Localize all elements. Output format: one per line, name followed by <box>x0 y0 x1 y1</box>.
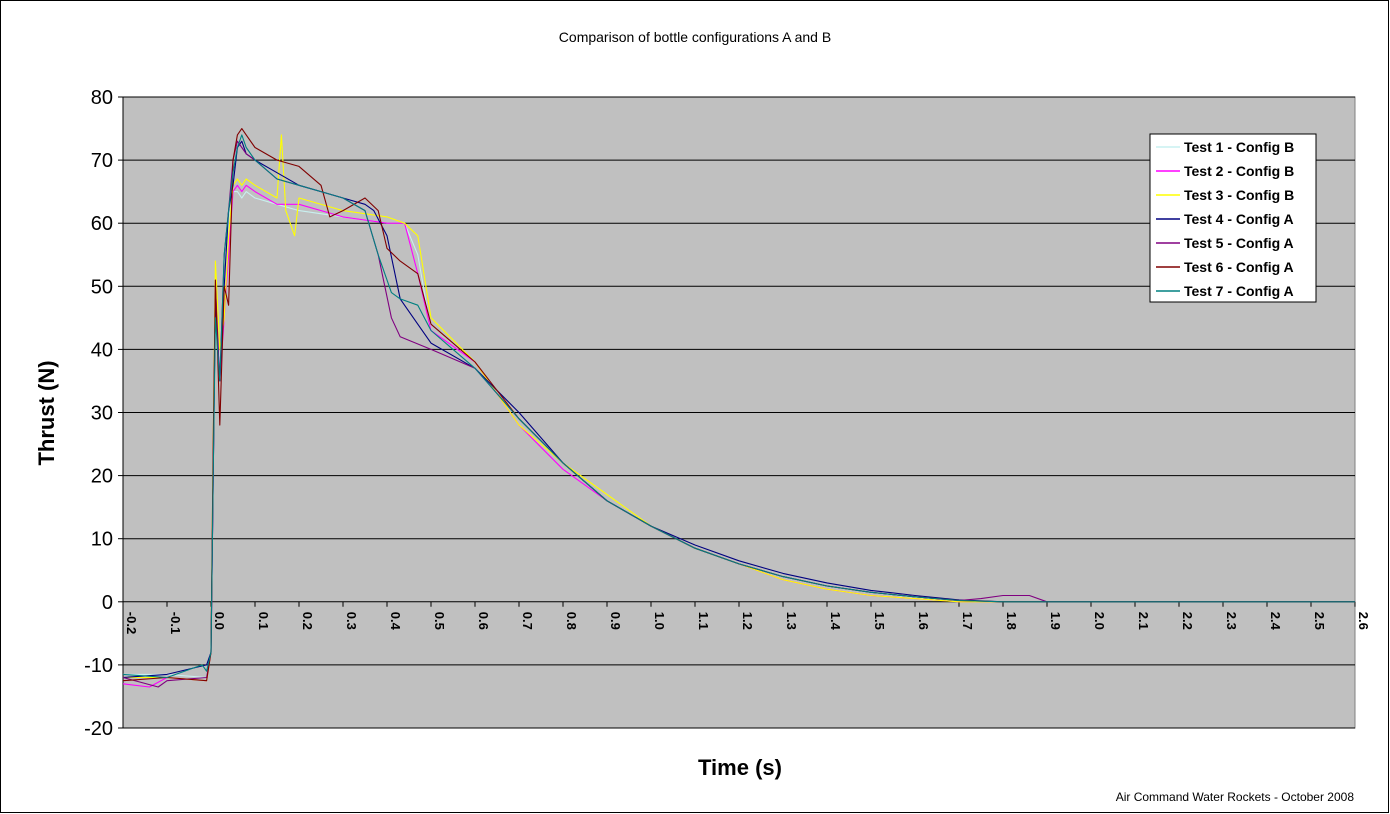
x-tick-label: 0.6 <box>476 612 491 630</box>
chart-title: Comparison of bottle configurations A an… <box>559 29 831 45</box>
legend-entry: Test 7 - Config A <box>1184 283 1294 299</box>
x-tick-label: -0.2 <box>124 612 139 634</box>
x-tick-label: 0.8 <box>564 612 579 630</box>
x-tick-label: 1.4 <box>828 612 843 631</box>
x-tick-label: 1.6 <box>916 612 931 630</box>
legend-entry: Test 1 - Config B <box>1184 139 1294 155</box>
series-lines <box>122 128 1355 688</box>
y-tick-label: 60 <box>91 213 113 235</box>
x-tick-label: 1.8 <box>1004 612 1019 630</box>
y-axis-ticks: -20 -10 0 10 20 30 40 50 60 70 80 <box>84 87 124 740</box>
legend-entry: Test 2 - Config B <box>1184 163 1294 179</box>
y-tick-label: 30 <box>91 403 113 425</box>
x-axis-ticks: -0.2 -0.1 0.0 0.1 0.2 0.3 0.4 0.5 0.6 0.7 0.8 0.9 1.… <box>122 601 1371 634</box>
y-tick-label: 80 <box>91 87 113 109</box>
x-tick-label: 1.7 <box>960 612 975 630</box>
legend-entry: Test 6 - Config A <box>1184 259 1294 275</box>
x-tick-label: 0.4 <box>388 612 403 631</box>
legend: Test 1 - Config B Test 2 - Config B Test 3… <box>1149 133 1317 303</box>
series-line-7 <box>122 134 1355 679</box>
x-tick-label: 1.0 <box>652 612 667 630</box>
legend-entry: Test 3 - Config B <box>1184 187 1294 203</box>
y-tick-label: 0 <box>102 592 113 614</box>
y-tick-label: 20 <box>91 466 113 488</box>
x-tick-label: 1.1 <box>696 612 711 630</box>
x-tick-label: 2.5 <box>1312 612 1327 630</box>
x-tick-label: 0.9 <box>608 612 623 630</box>
x-axis-label: Time (s) <box>698 755 782 780</box>
x-tick-label: 1.5 <box>872 612 887 630</box>
x-tick-label: 2.1 <box>1136 612 1151 630</box>
y-tick-label: 70 <box>91 150 113 172</box>
x-tick-label: 2.2 <box>1180 612 1195 630</box>
y-tick-label: 50 <box>91 276 113 298</box>
x-tick-label: 0.0 <box>212 612 227 630</box>
credit-footnote: Air Command Water Rockets - October 2008 <box>1116 790 1355 804</box>
y-tick-label: -20 <box>84 718 113 740</box>
x-tick-label: 0.3 <box>344 612 359 630</box>
x-tick-label: 0.2 <box>300 612 315 630</box>
x-tick-label: 0.7 <box>520 612 535 630</box>
x-tick-label: 1.3 <box>784 612 799 630</box>
x-tick-label: 1.2 <box>740 612 755 630</box>
legend-entry: Test 5 - Config A <box>1184 235 1294 251</box>
y-tick-label: -10 <box>84 655 113 677</box>
x-tick-label: 0.5 <box>432 612 447 630</box>
x-tick-label: 2.3 <box>1224 612 1239 630</box>
x-tick-label: 2.0 <box>1092 612 1107 630</box>
legend-entry: Test 4 - Config A <box>1184 211 1294 227</box>
y-axis-label: Thrust (N) <box>34 360 59 465</box>
x-tick-label: 1.9 <box>1048 612 1063 630</box>
x-tick-label: -0.1 <box>168 612 183 634</box>
y-tick-label: 10 <box>91 529 113 551</box>
x-tick-label: 0.1 <box>256 612 271 630</box>
x-tick-label: 2.6 <box>1356 612 1371 630</box>
x-tick-label: 2.4 <box>1268 612 1283 631</box>
y-tick-label: 40 <box>91 339 113 361</box>
legend-box <box>1149 133 1317 303</box>
